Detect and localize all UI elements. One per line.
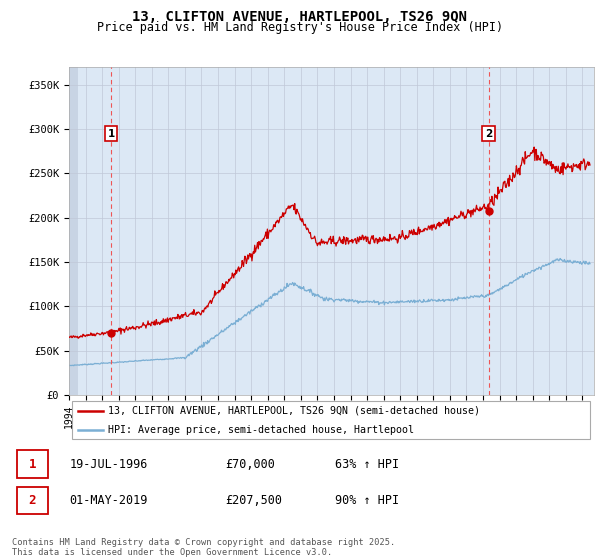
Text: HPI: Average price, semi-detached house, Hartlepool: HPI: Average price, semi-detached house,… (109, 425, 415, 435)
FancyBboxPatch shape (17, 450, 48, 478)
Text: 19-JUL-1996: 19-JUL-1996 (70, 458, 148, 470)
Text: 13, CLIFTON AVENUE, HARTLEPOOL, TS26 9QN: 13, CLIFTON AVENUE, HARTLEPOOL, TS26 9QN (133, 10, 467, 24)
Bar (69, 67, 78, 395)
Text: £207,500: £207,500 (225, 494, 282, 507)
FancyBboxPatch shape (71, 402, 590, 439)
Text: 1: 1 (107, 129, 115, 139)
Text: 90% ↑ HPI: 90% ↑ HPI (335, 494, 398, 507)
Text: £70,000: £70,000 (225, 458, 275, 470)
Text: Contains HM Land Registry data © Crown copyright and database right 2025.
This d: Contains HM Land Registry data © Crown c… (12, 538, 395, 557)
Text: 2: 2 (29, 494, 36, 507)
Text: 63% ↑ HPI: 63% ↑ HPI (335, 458, 398, 470)
Text: 2: 2 (485, 129, 492, 139)
Text: 13, CLIFTON AVENUE, HARTLEPOOL, TS26 9QN (semi-detached house): 13, CLIFTON AVENUE, HARTLEPOOL, TS26 9QN… (109, 405, 481, 416)
FancyBboxPatch shape (17, 487, 48, 514)
Text: 01-MAY-2019: 01-MAY-2019 (70, 494, 148, 507)
Text: 1: 1 (29, 458, 36, 470)
Text: Price paid vs. HM Land Registry's House Price Index (HPI): Price paid vs. HM Land Registry's House … (97, 21, 503, 34)
